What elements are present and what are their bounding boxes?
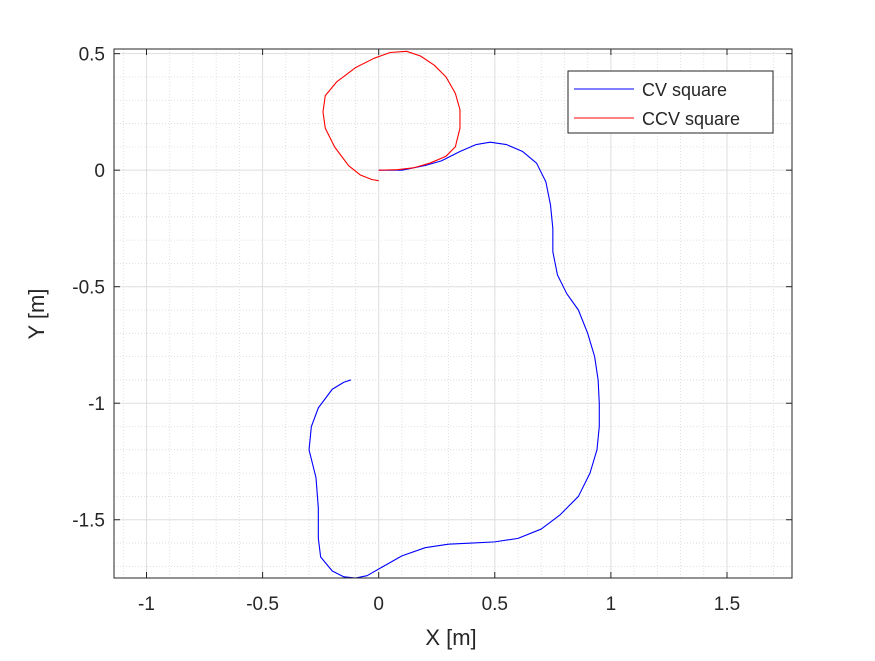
legend-label-cv-square: CV square bbox=[642, 80, 727, 100]
legend-label-ccv-square: CCV square bbox=[642, 109, 740, 129]
series-line-ccv-square bbox=[322, 50, 461, 182]
series-line-cv-square bbox=[308, 141, 600, 579]
x-axis-label: X [m] bbox=[425, 625, 476, 650]
tick-label-layer: -1 -0.5 0 0.5 1 1.5 -1.5 -1 -0.5 0 0.5 bbox=[72, 45, 740, 615]
x-tick-label: -1 bbox=[138, 594, 155, 615]
legend: CV square CCV square bbox=[567, 70, 774, 134]
y-tick-label: 0 bbox=[94, 161, 105, 182]
grid-layer bbox=[114, 49, 792, 578]
series-layer bbox=[308, 50, 600, 579]
x-tick-label: 1.5 bbox=[714, 594, 740, 615]
y-tick-label: 0.5 bbox=[79, 45, 105, 66]
x-tick-label: 0 bbox=[373, 594, 384, 615]
y-tick-label: -1.5 bbox=[72, 511, 105, 532]
y-tick-label: -1 bbox=[88, 394, 105, 415]
y-tick-label: -0.5 bbox=[72, 278, 105, 299]
x-tick-label: 0.5 bbox=[482, 594, 508, 615]
y-axis-label: Y [m] bbox=[24, 289, 49, 340]
plot-frame bbox=[113, 48, 793, 579]
legend-box bbox=[567, 70, 774, 134]
x-tick-label: 1 bbox=[606, 594, 617, 615]
x-tick-label: -0.5 bbox=[246, 594, 279, 615]
axes-layer bbox=[113, 48, 793, 579]
